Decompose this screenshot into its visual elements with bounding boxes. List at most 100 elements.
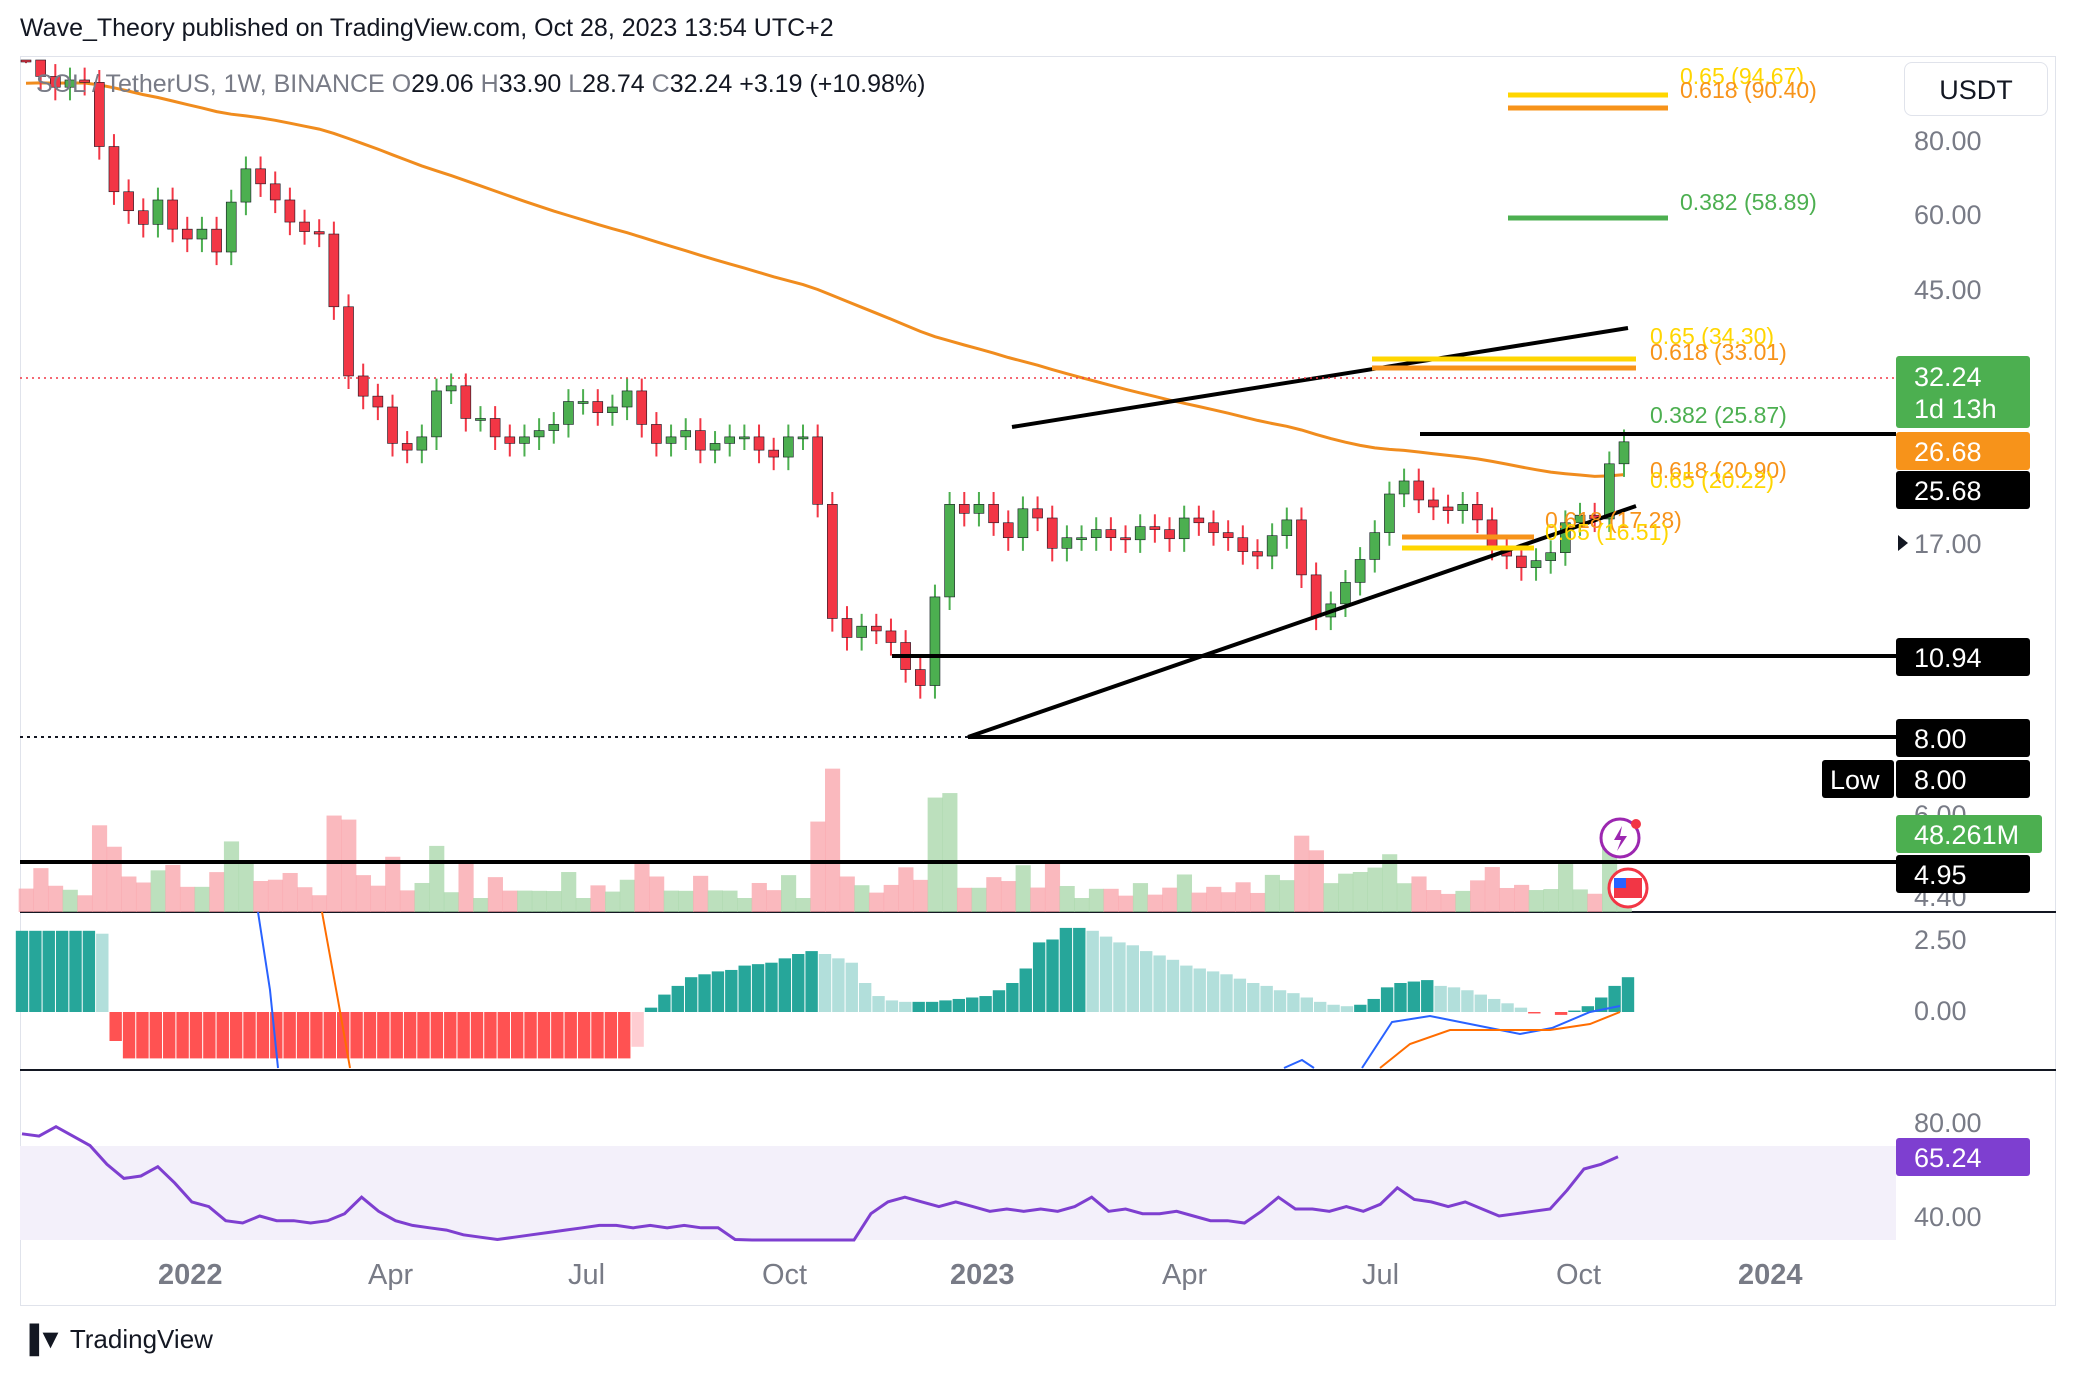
candle-body bbox=[812, 436, 823, 505]
volume-bar bbox=[1470, 880, 1486, 912]
volume-bar bbox=[1030, 887, 1046, 912]
x-tick-oct-2023: Oct bbox=[1556, 1259, 1601, 1291]
macd-histogram-bar bbox=[992, 990, 1006, 1012]
candle-body bbox=[1604, 463, 1615, 520]
volume-bar bbox=[854, 885, 870, 912]
volume-bar bbox=[165, 864, 181, 912]
volume-bar bbox=[1543, 889, 1559, 912]
level-label-4-95: 4.95 bbox=[1914, 860, 1967, 890]
volume-bar bbox=[1044, 863, 1061, 912]
candle-body bbox=[20, 59, 32, 63]
macd-histogram-bar bbox=[1474, 994, 1487, 1012]
candle-body bbox=[123, 191, 134, 212]
volume-bar bbox=[1264, 874, 1280, 912]
volume-bar bbox=[135, 882, 152, 912]
volume-bar bbox=[1323, 883, 1339, 912]
candle-body bbox=[944, 504, 955, 598]
candle-body bbox=[1310, 574, 1322, 618]
volume-bar bbox=[238, 860, 254, 912]
macd-histogram-bar bbox=[751, 964, 765, 1012]
volume-bar bbox=[355, 875, 372, 912]
volume-bar bbox=[722, 890, 738, 912]
tradingview-logo[interactable]: ▐▼ TradingView bbox=[20, 1324, 213, 1355]
candle-body bbox=[621, 390, 633, 408]
macd-histogram-bar bbox=[711, 971, 725, 1012]
volume-bar bbox=[311, 895, 328, 912]
y-tick-80: 80.00 bbox=[1914, 126, 1982, 156]
macd-histogram-bar bbox=[885, 1000, 899, 1012]
close-value: 32.24 bbox=[669, 70, 733, 98]
currency-selector[interactable]: USDT bbox=[1904, 62, 2048, 116]
candle-body bbox=[372, 395, 384, 408]
volume-label: 48.261M bbox=[1914, 820, 2019, 850]
drawing-layer[interactable] bbox=[20, 92, 1896, 864]
macd-histogram-bar bbox=[805, 951, 818, 1012]
fib-label-0-65-low: 0.65 (20.22) bbox=[1650, 467, 1774, 493]
volume-bar bbox=[649, 876, 665, 912]
macd-histogram-bar bbox=[390, 1012, 403, 1059]
macd-histogram-bar bbox=[832, 958, 845, 1012]
macd-histogram-bar bbox=[1421, 980, 1434, 1012]
volume-bar bbox=[443, 892, 459, 912]
level-label-8-00-bg bbox=[1896, 719, 2030, 757]
y-tick-45: 45.00 bbox=[1914, 275, 1982, 305]
macd-line-right bbox=[1361, 1005, 1621, 1069]
candle-body bbox=[871, 625, 882, 632]
macd-histogram-bar bbox=[1354, 1004, 1367, 1012]
volume-bar bbox=[839, 876, 855, 912]
volume-bar bbox=[399, 890, 416, 912]
volume-bar bbox=[91, 825, 108, 912]
fib-label-0-382-mid: 0.382 (25.87) bbox=[1650, 402, 1787, 428]
level-label-10-94-bg bbox=[1896, 638, 2030, 676]
candle-body bbox=[50, 76, 61, 88]
low-value-bg bbox=[1896, 760, 2030, 798]
price-axis[interactable]: 80.00 60.00 45.00 17.00 6.00 4.40 2.50 0… bbox=[1914, 126, 1982, 1232]
candle-body bbox=[1061, 537, 1073, 549]
fib-label-0-382-top: 0.382 (58.89) bbox=[1680, 189, 1817, 215]
candle-body bbox=[1134, 526, 1146, 541]
fib-label-0-65-mid: 0.65 (34.30) bbox=[1650, 323, 1774, 349]
low-tag: Low bbox=[1830, 765, 1880, 795]
candle-body bbox=[563, 401, 574, 425]
candle-body bbox=[1340, 582, 1351, 605]
candle-body bbox=[1516, 555, 1527, 568]
volume-bar bbox=[781, 875, 797, 912]
symbol-legend[interactable]: SOL / TetherUS, 1W, BINANCE O29.06 H33.9… bbox=[36, 70, 925, 99]
macd-histogram-bar bbox=[470, 1012, 484, 1059]
macd-histogram-bar bbox=[1514, 1007, 1528, 1012]
candle-body bbox=[1369, 532, 1381, 560]
volume-bar bbox=[868, 892, 885, 912]
candle-body bbox=[1002, 522, 1014, 539]
candle-body bbox=[1413, 480, 1425, 501]
volume-bar bbox=[605, 891, 621, 912]
resistance-trendline[interactable] bbox=[1011, 326, 1629, 429]
volume-bar bbox=[385, 856, 401, 912]
volume-bar bbox=[956, 887, 973, 912]
volume-bar bbox=[502, 890, 518, 912]
candle-body bbox=[1296, 519, 1307, 576]
symbol-name[interactable]: SOL / TetherUS, 1W, BINANCE bbox=[36, 70, 385, 98]
rsi-tick-40: 40.00 bbox=[1914, 1202, 1982, 1232]
macd-histogram-bar bbox=[323, 1012, 337, 1059]
candle-body bbox=[299, 221, 310, 232]
macd-histogram-bar bbox=[1487, 998, 1501, 1012]
macd-histogram-bar bbox=[1086, 930, 1099, 1012]
candle-body bbox=[416, 436, 428, 451]
macd-histogram-bar bbox=[966, 997, 979, 1012]
macd-histogram-bar bbox=[1461, 990, 1474, 1012]
candle-layer bbox=[20, 59, 1630, 699]
candle-body bbox=[357, 375, 369, 397]
time-axis[interactable]: 2022 Apr Jul Oct 2023 Apr Jul Oct 2024 bbox=[158, 1259, 1803, 1291]
volume-bar bbox=[1352, 871, 1368, 912]
macd-histogram-bar bbox=[845, 962, 858, 1012]
tradingview-logo-text: TradingView bbox=[69, 1324, 213, 1354]
candle-body bbox=[1164, 529, 1175, 540]
macd-histogram-bar bbox=[537, 1012, 551, 1059]
fib-label-0-618-mid: 0.618 (33.01) bbox=[1650, 339, 1787, 365]
volume-bar bbox=[1514, 884, 1530, 912]
macd-histogram-bar bbox=[939, 1000, 952, 1012]
macd-histogram-bar bbox=[1073, 927, 1086, 1012]
volume-bar bbox=[121, 876, 137, 912]
support-trendline[interactable] bbox=[967, 504, 1637, 739]
